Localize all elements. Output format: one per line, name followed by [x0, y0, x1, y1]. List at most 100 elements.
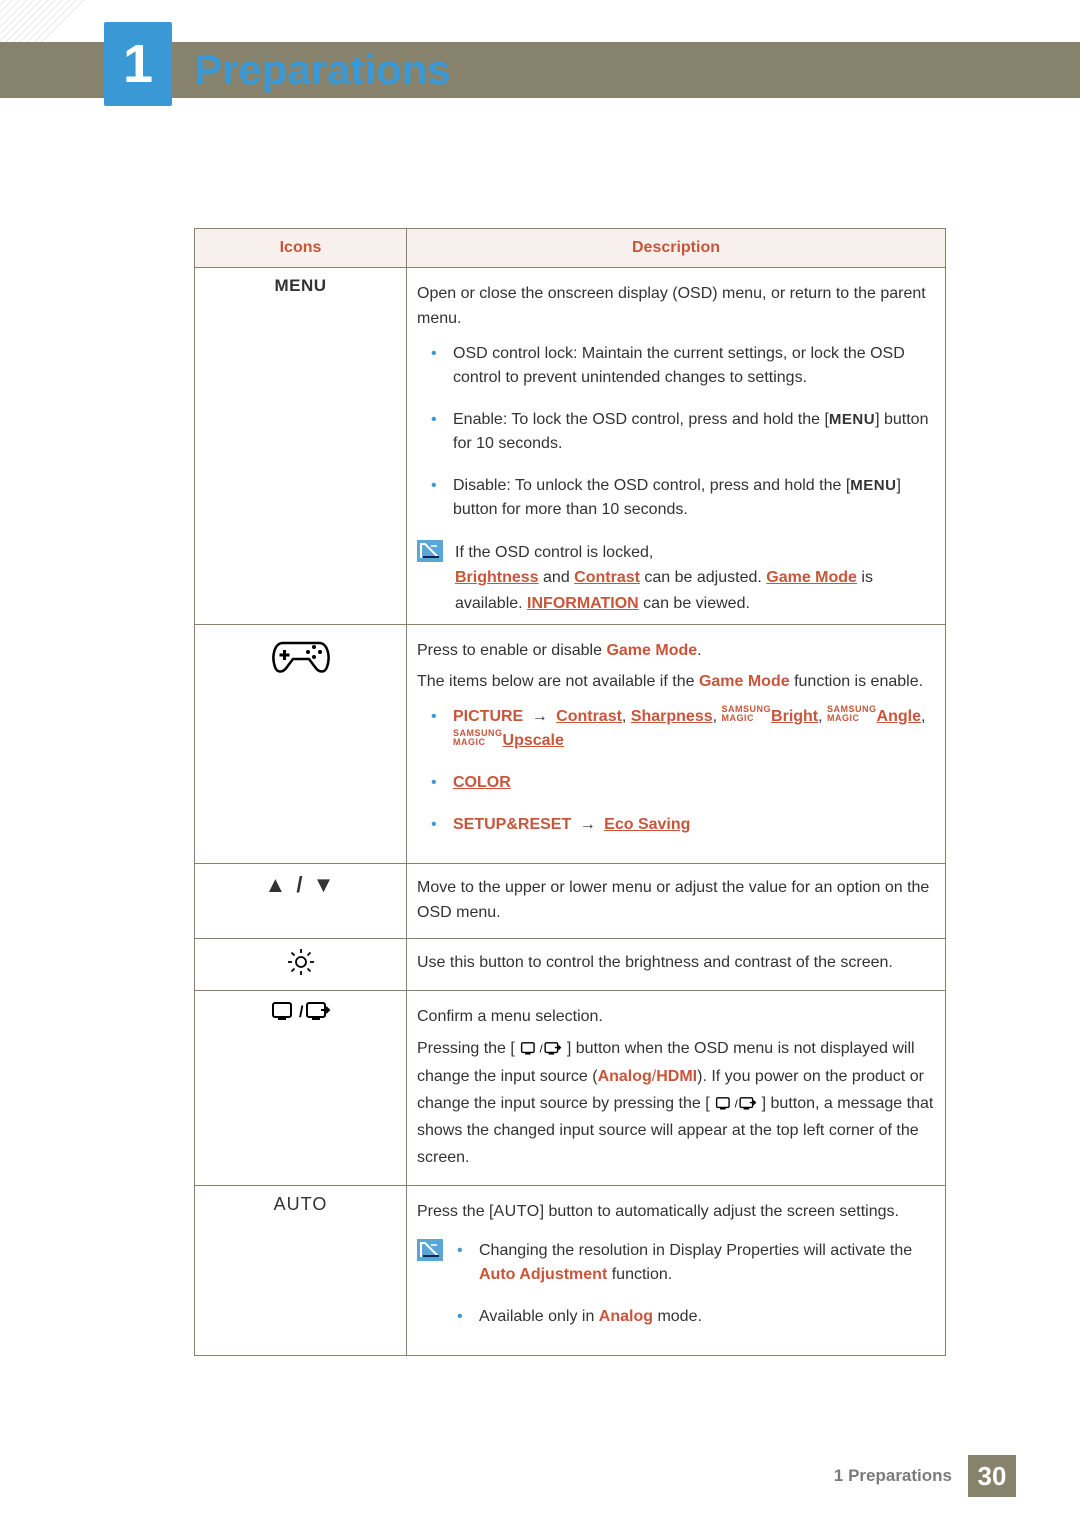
menu-note: If the OSD control is locked, Brightness… — [417, 540, 935, 617]
arrow-icon: → — [576, 813, 600, 837]
analog-label: Analog — [598, 1068, 652, 1085]
text: . — [697, 642, 701, 659]
text: and — [539, 569, 575, 586]
text: function. — [607, 1266, 672, 1283]
menu-bullet-list: OSD control lock: Maintain the current s… — [417, 342, 935, 522]
text: Available only in — [479, 1308, 599, 1325]
desc-cell-updown: Move to the upper or lower menu or adjus… — [407, 863, 946, 938]
menu-note-line1: If the OSD control is locked, — [455, 540, 935, 566]
source-inline-icon: / — [710, 1095, 762, 1113]
table-row-brightness: Use this button to control the brightnes… — [195, 938, 946, 990]
auto-note-1: Changing the resolution in Display Prope… — [463, 1239, 935, 1287]
gamemode-link[interactable]: Game Mode — [766, 569, 857, 586]
menu-note-line2: Brightness and Contrast can be adjusted.… — [455, 565, 935, 616]
desc-cell-menu: Open or close the onscreen display (OSD)… — [407, 268, 946, 625]
gm-bullet-list: PICTURE → Contrast, Sharpness, SAMSUNGMA… — [417, 705, 935, 837]
brightness-icon — [286, 947, 316, 977]
samsung-magic-prefix: SAMSUNGMAGIC — [722, 705, 772, 723]
hdmi-label: HDMI — [656, 1068, 697, 1085]
icon-cell-auto: AUTO — [195, 1186, 407, 1356]
header-description: Description — [407, 229, 946, 268]
auto-note-list: Changing the resolution in Display Prope… — [455, 1239, 935, 1347]
analog-label: Analog — [599, 1308, 653, 1325]
gm-bullet-setupreset: SETUP&RESET → Eco Saving — [437, 813, 935, 837]
auto-button-text: AUTO — [493, 1203, 539, 1220]
desc-cell-auto: Press the [AUTO] button to automatically… — [407, 1186, 946, 1356]
menu-bullet-3: Disable: To unlock the OSD control, pres… — [437, 474, 935, 522]
text: function is enable. — [790, 673, 923, 690]
icon-cell-brightness — [195, 938, 407, 990]
icon-cell-menu: MENU — [195, 268, 407, 625]
chapter-number-box: 1 — [104, 22, 172, 106]
desc-cell-source: Confirm a menu selection. Pressing the [… — [407, 990, 946, 1186]
gm-p1: Press to enable or disable Game Mode. — [417, 639, 935, 664]
contrast-link[interactable]: Contrast — [574, 569, 640, 586]
gm-p2: The items below are not available if the… — [417, 670, 935, 695]
magicupscale-link[interactable]: Upscale — [503, 732, 564, 749]
text: Press the [ — [417, 1203, 493, 1220]
menu-intro: Open or close the onscreen display (OSD)… — [417, 282, 935, 332]
updown-icon: ▲ / ▼ — [265, 872, 337, 897]
text: can be adjusted. — [640, 569, 766, 586]
gamemode-label: Game Mode — [606, 642, 697, 659]
text: Changing the resolution in Display Prope… — [479, 1242, 912, 1259]
text: Enable: To lock the OSD control, press a… — [453, 411, 829, 428]
updown-desc: Move to the upper or lower menu or adjus… — [417, 876, 935, 926]
note-icon — [417, 1239, 443, 1261]
svg-text:/: / — [734, 1098, 738, 1110]
source-p1: Confirm a menu selection. — [417, 1005, 935, 1030]
table-row-menu: MENU Open or close the onscreen display … — [195, 268, 946, 625]
header-icons: Icons — [195, 229, 407, 268]
desc-cell-gamemode: Press to enable or disable Game Mode. Th… — [407, 625, 946, 864]
source-p2: Pressing the [/] button when the OSD men… — [417, 1035, 935, 1171]
text: ] button to automatically adjust the scr… — [540, 1203, 899, 1220]
picture-label: PICTURE — [453, 708, 523, 725]
information-link[interactable]: INFORMATION — [527, 595, 639, 612]
text: can be viewed. — [639, 595, 750, 612]
samsung-magic-prefix: SAMSUNGMAGIC — [827, 705, 877, 723]
icon-cell-source: / — [195, 990, 407, 1186]
setupreset-label: SETUP&RESET — [453, 816, 571, 833]
contrast-link[interactable]: Contrast — [556, 708, 622, 725]
table-container: Icons Description MENU Open or close the… — [194, 228, 946, 1356]
menu-bullet-1: OSD control lock: Maintain the current s… — [437, 342, 935, 390]
icon-cell-gamemode — [195, 625, 407, 864]
magicbright-link[interactable]: Bright — [771, 708, 818, 725]
footer-breadcrumb: 1 Preparations — [834, 1466, 952, 1486]
menu-button-text: MENU — [829, 411, 875, 428]
svg-text:/: / — [539, 1044, 543, 1056]
magicangle-link[interactable]: Angle — [877, 708, 921, 725]
icon-cell-updown: ▲ / ▼ — [195, 863, 407, 938]
text: Press to enable or disable — [417, 642, 606, 659]
auto-intro: Press the [AUTO] button to automatically… — [417, 1200, 935, 1225]
menu-bullet-2: Enable: To lock the OSD control, press a… — [437, 408, 935, 456]
menu-button-text: MENU — [850, 477, 896, 494]
text: The items below are not available if the — [417, 673, 699, 690]
icons-description-table: Icons Description MENU Open or close the… — [194, 228, 946, 1356]
text: Disable: To unlock the OSD control, pres… — [453, 477, 850, 494]
brightness-desc: Use this button to control the brightnes… — [417, 951, 935, 976]
page-number: 30 — [968, 1455, 1016, 1497]
gamepad-icon — [271, 633, 331, 675]
table-row-auto: AUTO Press the [AUTO] button to automati… — [195, 1186, 946, 1356]
ecosaving-link[interactable]: Eco Saving — [604, 816, 690, 833]
menu-note-body: If the OSD control is locked, Brightness… — [455, 540, 935, 617]
color-link[interactable]: COLOR — [453, 774, 511, 791]
chapter-title: Preparations — [194, 42, 451, 98]
samsung-magic-prefix: SAMSUNGMAGIC — [453, 729, 503, 747]
chapter-number: 1 — [123, 33, 153, 95]
gm-bullet-picture: PICTURE → Contrast, Sharpness, SAMSUNGMA… — [437, 705, 935, 753]
text: mode. — [653, 1308, 702, 1325]
brightness-link[interactable]: Brightness — [455, 569, 539, 586]
page: 1 Preparations Icons Description MENU Op… — [0, 0, 1080, 1527]
table-row-gamemode: Press to enable or disable Game Mode. Th… — [195, 625, 946, 864]
auto-adjustment-label: Auto Adjustment — [479, 1266, 607, 1283]
sharpness-link[interactable]: Sharpness — [631, 708, 713, 725]
table-row-source: / Confirm a menu selection. Pressing the… — [195, 990, 946, 1186]
gm-bullet-color: COLOR — [437, 771, 935, 795]
auto-icon: AUTO — [274, 1194, 328, 1214]
source-inline-icon: / — [515, 1040, 567, 1058]
auto-note-2: Available only in Analog mode. — [463, 1305, 935, 1329]
gamemode-label: Game Mode — [699, 673, 790, 690]
desc-cell-brightness: Use this button to control the brightnes… — [407, 938, 946, 990]
